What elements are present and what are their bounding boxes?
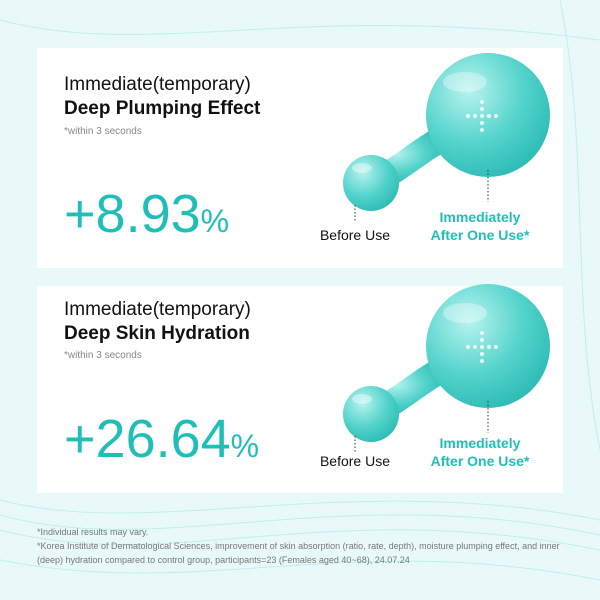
after-label: Immediately (440, 209, 521, 225)
subheading: Deep Plumping Effect (64, 98, 261, 119)
before-label: Before Use (320, 227, 390, 243)
wave-decor (0, 0, 600, 581)
footnote: (deep) hydration compared to control gro… (37, 555, 410, 565)
result-value: +26.64 (64, 409, 231, 469)
after-label: After One Use* (431, 227, 530, 243)
panel-1: Immediate(temporary) Deep Plumping Effec… (37, 48, 563, 268)
result: +26.64% (64, 409, 259, 469)
footnote: *Korea Institute of Dermatological Scien… (37, 541, 560, 551)
footnote: *Individual results may vary. (37, 527, 148, 537)
heading: Immediate(temporary) (64, 74, 251, 95)
after-label: Immediately (440, 435, 521, 451)
subheading: Deep Skin Hydration (64, 323, 250, 344)
result-unit: % (201, 203, 229, 239)
note: *within 3 seconds (64, 350, 142, 361)
heading: Immediate(temporary) (64, 299, 251, 320)
panel-2: Immediate(temporary) Deep Skin Hydration… (37, 284, 563, 493)
result: +8.93% (64, 184, 229, 244)
before-label: Before Use (320, 453, 390, 469)
note: *within 3 seconds (64, 126, 142, 137)
result-unit: % (231, 428, 259, 464)
after-label: After One Use* (431, 453, 530, 469)
result-value: +8.93 (64, 184, 201, 244)
